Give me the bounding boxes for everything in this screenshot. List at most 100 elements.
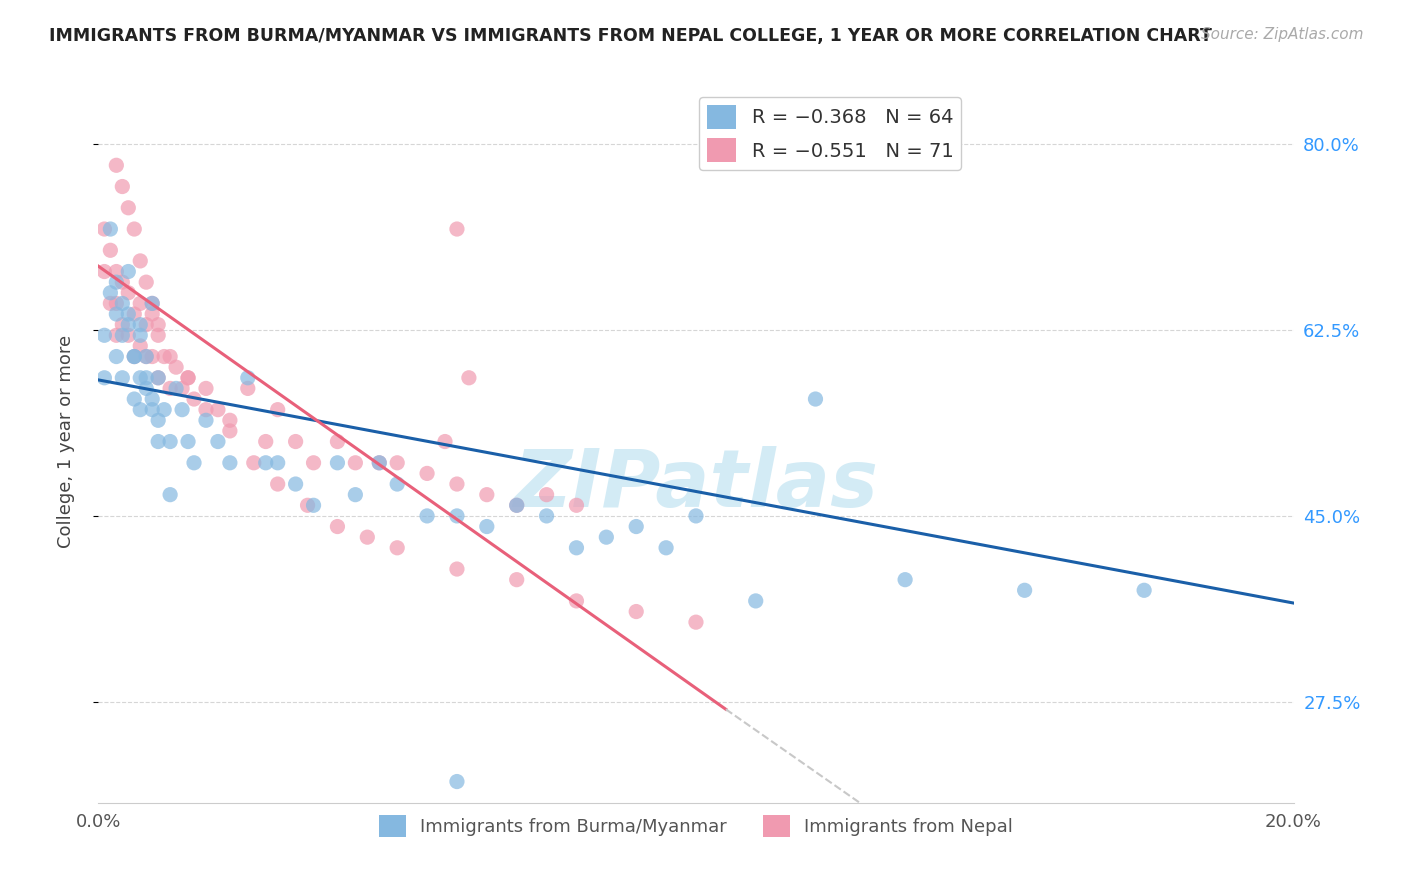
Point	[165, 360, 187, 375]
Point	[183, 456, 205, 470]
Text: ZIPatlas: ZIPatlas	[513, 446, 879, 524]
Point	[111, 275, 134, 289]
Point	[141, 296, 163, 310]
Point	[124, 392, 146, 406]
Point	[326, 519, 349, 533]
Point	[141, 402, 163, 417]
Point	[117, 201, 139, 215]
Point	[148, 371, 170, 385]
Point	[124, 350, 146, 364]
Point	[626, 605, 648, 619]
Point	[446, 477, 468, 491]
Point	[129, 371, 152, 385]
Point	[177, 371, 200, 385]
Point	[93, 264, 115, 278]
Point	[344, 488, 367, 502]
Point	[135, 371, 157, 385]
Point	[159, 350, 181, 364]
Point	[267, 456, 290, 470]
Point	[165, 381, 187, 395]
Point	[105, 296, 128, 310]
Point	[446, 508, 468, 523]
Point	[506, 573, 529, 587]
Point	[159, 488, 181, 502]
Point	[105, 307, 128, 321]
Point	[368, 456, 391, 470]
Y-axis label: College, 1 year or more: College, 1 year or more	[56, 335, 75, 548]
Point	[129, 328, 152, 343]
Point	[111, 179, 134, 194]
Point	[105, 158, 128, 172]
Point	[148, 328, 170, 343]
Point	[98, 244, 122, 258]
Point	[565, 594, 588, 608]
Point	[105, 275, 128, 289]
Point	[105, 328, 128, 343]
Point	[195, 413, 218, 427]
Point	[219, 456, 242, 470]
Point	[536, 508, 558, 523]
Point	[124, 222, 146, 236]
Point	[385, 477, 409, 491]
Point	[685, 508, 707, 523]
Point	[326, 456, 349, 470]
Point	[385, 541, 409, 555]
Point	[207, 434, 229, 449]
Point	[219, 413, 242, 427]
Point	[129, 318, 152, 332]
Point	[117, 285, 139, 300]
Point	[148, 371, 170, 385]
Point	[894, 573, 917, 587]
Point	[267, 477, 290, 491]
Point	[446, 562, 468, 576]
Point	[98, 296, 122, 310]
Point	[804, 392, 827, 406]
Point	[124, 350, 146, 364]
Point	[368, 456, 391, 470]
Point	[111, 318, 134, 332]
Point	[236, 381, 259, 395]
Point	[111, 371, 134, 385]
Point	[111, 328, 134, 343]
Point	[117, 264, 139, 278]
Point	[124, 350, 146, 364]
Point	[536, 488, 558, 502]
Point	[117, 318, 139, 332]
Point	[344, 456, 367, 470]
Point	[93, 328, 115, 343]
Point	[506, 498, 529, 512]
Point	[385, 456, 409, 470]
Point	[177, 434, 200, 449]
Point	[195, 381, 218, 395]
Point	[284, 434, 307, 449]
Point	[302, 498, 325, 512]
Point	[129, 296, 152, 310]
Point	[148, 434, 170, 449]
Point	[595, 530, 617, 544]
Point	[446, 222, 468, 236]
Point	[111, 296, 134, 310]
Point	[141, 350, 163, 364]
Point	[148, 413, 170, 427]
Point	[243, 456, 266, 470]
Point	[141, 296, 163, 310]
Point	[183, 392, 205, 406]
Point	[219, 424, 242, 438]
Point	[745, 594, 768, 608]
Point	[141, 392, 163, 406]
Point	[446, 774, 468, 789]
Point	[129, 402, 152, 417]
Point	[475, 519, 498, 533]
Point	[129, 339, 152, 353]
Point	[159, 434, 181, 449]
Point	[655, 541, 678, 555]
Point	[236, 371, 259, 385]
Point	[135, 350, 157, 364]
Point	[135, 350, 157, 364]
Point	[117, 307, 139, 321]
Point	[129, 253, 152, 268]
Point	[93, 222, 115, 236]
Text: IMMIGRANTS FROM BURMA/MYANMAR VS IMMIGRANTS FROM NEPAL COLLEGE, 1 YEAR OR MORE C: IMMIGRANTS FROM BURMA/MYANMAR VS IMMIGRA…	[49, 27, 1212, 45]
Point	[135, 318, 157, 332]
Point	[148, 318, 170, 332]
